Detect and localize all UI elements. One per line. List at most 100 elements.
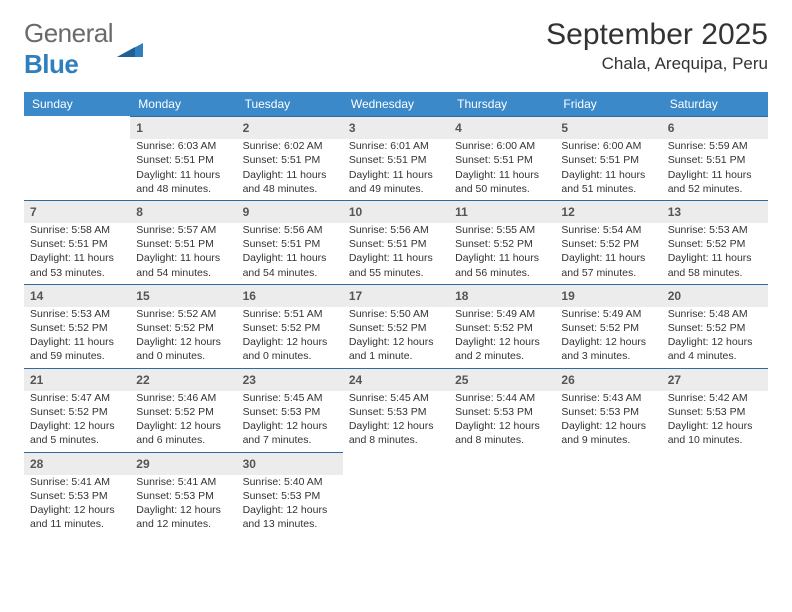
day-number: 25 bbox=[449, 368, 555, 391]
logo-blue: Blue bbox=[24, 49, 78, 79]
day-dl: Daylight: 11 hours and 48 minutes. bbox=[136, 168, 230, 196]
day-ss: Sunset: 5:53 PM bbox=[243, 489, 337, 503]
weekday-header-row: Sunday Monday Tuesday Wednesday Thursday… bbox=[24, 92, 768, 116]
day-sr: Sunrise: 5:41 AM bbox=[136, 475, 230, 489]
day-ss: Sunset: 5:52 PM bbox=[30, 405, 124, 419]
day-details: Sunrise: 5:45 AMSunset: 5:53 PMDaylight:… bbox=[237, 391, 343, 452]
calendar-cell: 13Sunrise: 5:53 AMSunset: 5:52 PMDayligh… bbox=[662, 200, 768, 284]
day-dl: Daylight: 12 hours and 0 minutes. bbox=[243, 335, 337, 363]
calendar-week-row: 1Sunrise: 6:03 AMSunset: 5:51 PMDaylight… bbox=[24, 116, 768, 200]
day-number: 10 bbox=[343, 200, 449, 223]
calendar-cell: 21Sunrise: 5:47 AMSunset: 5:52 PMDayligh… bbox=[24, 368, 130, 452]
day-ss: Sunset: 5:52 PM bbox=[561, 321, 655, 335]
day-ss: Sunset: 5:53 PM bbox=[561, 405, 655, 419]
day-dl: Daylight: 12 hours and 4 minutes. bbox=[668, 335, 762, 363]
title-block: September 2025 Chala, Arequipa, Peru bbox=[546, 18, 768, 74]
day-ss: Sunset: 5:51 PM bbox=[455, 153, 549, 167]
day-number: 21 bbox=[24, 368, 130, 391]
day-details: Sunrise: 6:01 AMSunset: 5:51 PMDaylight:… bbox=[343, 139, 449, 200]
calendar-cell: 20Sunrise: 5:48 AMSunset: 5:52 PMDayligh… bbox=[662, 284, 768, 368]
day-number: 19 bbox=[555, 284, 661, 307]
calendar-week-row: 28Sunrise: 5:41 AMSunset: 5:53 PMDayligh… bbox=[24, 452, 768, 536]
day-dl: Daylight: 12 hours and 3 minutes. bbox=[561, 335, 655, 363]
day-sr: Sunrise: 5:49 AM bbox=[561, 307, 655, 321]
day-details: Sunrise: 5:43 AMSunset: 5:53 PMDaylight:… bbox=[555, 391, 661, 452]
day-number: 12 bbox=[555, 200, 661, 223]
day-dl: Daylight: 11 hours and 54 minutes. bbox=[243, 251, 337, 279]
day-ss: Sunset: 5:53 PM bbox=[243, 405, 337, 419]
calendar-cell: 27Sunrise: 5:42 AMSunset: 5:53 PMDayligh… bbox=[662, 368, 768, 452]
day-details: Sunrise: 5:56 AMSunset: 5:51 PMDaylight:… bbox=[343, 223, 449, 284]
day-details: Sunrise: 5:41 AMSunset: 5:53 PMDaylight:… bbox=[130, 475, 236, 536]
day-details: Sunrise: 6:00 AMSunset: 5:51 PMDaylight:… bbox=[555, 139, 661, 200]
day-number: 8 bbox=[130, 200, 236, 223]
day-number: 13 bbox=[662, 200, 768, 223]
day-ss: Sunset: 5:52 PM bbox=[455, 321, 549, 335]
calendar-cell: 16Sunrise: 5:51 AMSunset: 5:52 PMDayligh… bbox=[237, 284, 343, 368]
day-sr: Sunrise: 5:56 AM bbox=[243, 223, 337, 237]
day-sr: Sunrise: 5:51 AM bbox=[243, 307, 337, 321]
calendar-cell: 17Sunrise: 5:50 AMSunset: 5:52 PMDayligh… bbox=[343, 284, 449, 368]
day-ss: Sunset: 5:52 PM bbox=[136, 321, 230, 335]
calendar-cell: 10Sunrise: 5:56 AMSunset: 5:51 PMDayligh… bbox=[343, 200, 449, 284]
day-sr: Sunrise: 6:00 AM bbox=[455, 139, 549, 153]
day-ss: Sunset: 5:51 PM bbox=[561, 153, 655, 167]
day-number: 16 bbox=[237, 284, 343, 307]
day-sr: Sunrise: 5:58 AM bbox=[30, 223, 124, 237]
calendar-cell: 14Sunrise: 5:53 AMSunset: 5:52 PMDayligh… bbox=[24, 284, 130, 368]
day-number: 14 bbox=[24, 284, 130, 307]
day-number: 28 bbox=[24, 452, 130, 475]
day-sr: Sunrise: 6:02 AM bbox=[243, 139, 337, 153]
day-ss: Sunset: 5:51 PM bbox=[30, 237, 124, 251]
day-sr: Sunrise: 5:46 AM bbox=[136, 391, 230, 405]
day-dl: Daylight: 12 hours and 10 minutes. bbox=[668, 419, 762, 447]
calendar-cell: 9Sunrise: 5:56 AMSunset: 5:51 PMDaylight… bbox=[237, 200, 343, 284]
day-ss: Sunset: 5:51 PM bbox=[668, 153, 762, 167]
day-dl: Daylight: 12 hours and 1 minute. bbox=[349, 335, 443, 363]
header: General Blue September 2025 Chala, Arequ… bbox=[24, 18, 768, 80]
day-details: Sunrise: 5:45 AMSunset: 5:53 PMDaylight:… bbox=[343, 391, 449, 452]
day-dl: Daylight: 12 hours and 13 minutes. bbox=[243, 503, 337, 531]
day-ss: Sunset: 5:51 PM bbox=[136, 153, 230, 167]
day-details: Sunrise: 6:00 AMSunset: 5:51 PMDaylight:… bbox=[449, 139, 555, 200]
day-sr: Sunrise: 5:52 AM bbox=[136, 307, 230, 321]
calendar-cell: 23Sunrise: 5:45 AMSunset: 5:53 PMDayligh… bbox=[237, 368, 343, 452]
day-details: Sunrise: 5:59 AMSunset: 5:51 PMDaylight:… bbox=[662, 139, 768, 200]
day-ss: Sunset: 5:52 PM bbox=[30, 321, 124, 335]
day-details: Sunrise: 5:46 AMSunset: 5:52 PMDaylight:… bbox=[130, 391, 236, 452]
day-ss: Sunset: 5:52 PM bbox=[668, 237, 762, 251]
day-dl: Daylight: 11 hours and 54 minutes. bbox=[136, 251, 230, 279]
day-number: 7 bbox=[24, 200, 130, 223]
calendar-cell: 1Sunrise: 6:03 AMSunset: 5:51 PMDaylight… bbox=[130, 116, 236, 200]
day-dl: Daylight: 12 hours and 5 minutes. bbox=[30, 419, 124, 447]
day-dl: Daylight: 11 hours and 55 minutes. bbox=[349, 251, 443, 279]
day-number: 27 bbox=[662, 368, 768, 391]
calendar-cell: 29Sunrise: 5:41 AMSunset: 5:53 PMDayligh… bbox=[130, 452, 236, 536]
logo-text: General Blue bbox=[24, 18, 113, 80]
day-number: 30 bbox=[237, 452, 343, 475]
day-sr: Sunrise: 5:47 AM bbox=[30, 391, 124, 405]
day-details: Sunrise: 6:02 AMSunset: 5:51 PMDaylight:… bbox=[237, 139, 343, 200]
day-number: 22 bbox=[130, 368, 236, 391]
day-sr: Sunrise: 5:54 AM bbox=[561, 223, 655, 237]
calendar-cell: 8Sunrise: 5:57 AMSunset: 5:51 PMDaylight… bbox=[130, 200, 236, 284]
weekday-header: Wednesday bbox=[343, 92, 449, 116]
day-dl: Daylight: 12 hours and 6 minutes. bbox=[136, 419, 230, 447]
weekday-header: Saturday bbox=[662, 92, 768, 116]
calendar-cell: 4Sunrise: 6:00 AMSunset: 5:51 PMDaylight… bbox=[449, 116, 555, 200]
day-details: Sunrise: 5:44 AMSunset: 5:53 PMDaylight:… bbox=[449, 391, 555, 452]
month-title: September 2025 bbox=[546, 18, 768, 52]
weekday-header: Sunday bbox=[24, 92, 130, 116]
day-details: Sunrise: 5:49 AMSunset: 5:52 PMDaylight:… bbox=[555, 307, 661, 368]
day-number: 11 bbox=[449, 200, 555, 223]
day-number: 2 bbox=[237, 116, 343, 139]
calendar-cell: 19Sunrise: 5:49 AMSunset: 5:52 PMDayligh… bbox=[555, 284, 661, 368]
logo-general: General bbox=[24, 18, 113, 48]
day-number: 9 bbox=[237, 200, 343, 223]
day-details: Sunrise: 6:03 AMSunset: 5:51 PMDaylight:… bbox=[130, 139, 236, 200]
calendar-cell bbox=[24, 116, 130, 200]
day-ss: Sunset: 5:52 PM bbox=[349, 321, 443, 335]
day-details: Sunrise: 5:41 AMSunset: 5:53 PMDaylight:… bbox=[24, 475, 130, 536]
day-sr: Sunrise: 5:41 AM bbox=[30, 475, 124, 489]
day-details: Sunrise: 5:56 AMSunset: 5:51 PMDaylight:… bbox=[237, 223, 343, 284]
